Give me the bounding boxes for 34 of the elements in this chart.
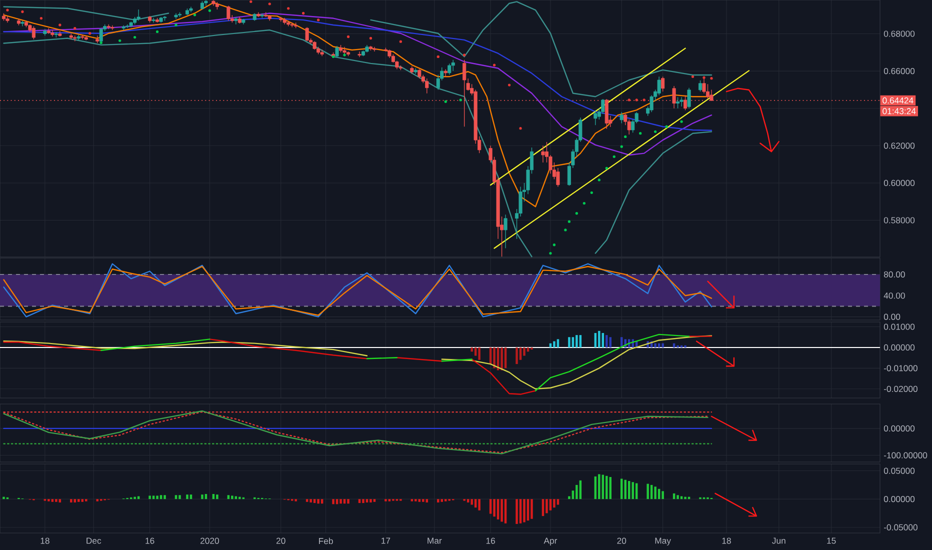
y-tick-label: 0.05000 bbox=[884, 468, 915, 474]
x-tick-label: 17 bbox=[382, 538, 390, 544]
y-tick-label: 0.60000 bbox=[884, 180, 915, 186]
y-tick-label: 0.58000 bbox=[884, 217, 915, 224]
x-tick-label: Jun bbox=[772, 538, 786, 544]
y-tick-label: -100.00000 bbox=[884, 452, 928, 458]
x-tick-label: Feb bbox=[319, 538, 333, 544]
x-tick-label: 16 bbox=[146, 538, 154, 544]
x-tick-label: Apr bbox=[544, 538, 558, 546]
x-tick-label: 18 bbox=[40, 538, 50, 544]
x-tick-label: 18 bbox=[722, 538, 731, 544]
y-tick-label: 0.00000 bbox=[884, 425, 915, 432]
y-tick-label: -0.01000 bbox=[884, 365, 918, 372]
y-tick-label: -0.02000 bbox=[884, 386, 918, 392]
x-tick-label: May bbox=[655, 538, 671, 546]
y-tick-label: 0.62000 bbox=[884, 142, 915, 149]
x-tick-label: 16 bbox=[486, 538, 495, 544]
x-tick-label: Mar bbox=[428, 538, 442, 544]
y-tick-label: 0.01000 bbox=[884, 324, 915, 330]
text: 01:43:24 bbox=[882, 108, 916, 114]
ref-line-label: 0.64424 bbox=[882, 97, 914, 104]
y-tick-label: 0.68000 bbox=[884, 30, 915, 37]
y-tick-label: -0.05000 bbox=[884, 524, 918, 530]
y-tick-label: 80.00 bbox=[884, 271, 905, 278]
x-tick-label: 2020 bbox=[200, 538, 219, 544]
x-tick-label: Dec bbox=[86, 538, 102, 544]
y-tick-label: 0.00000 bbox=[884, 496, 915, 502]
y-tick-label: 0.00000 bbox=[884, 344, 915, 351]
y-tick-label: 0.00 bbox=[884, 314, 900, 320]
x-tick-label: 15 bbox=[827, 538, 836, 544]
x-tick-label: 20 bbox=[617, 538, 626, 544]
x-tick-label: 20 bbox=[276, 538, 286, 544]
y-tick-label: 40.00 bbox=[884, 292, 905, 299]
y-tick-label: 0.66000 bbox=[884, 68, 915, 74]
